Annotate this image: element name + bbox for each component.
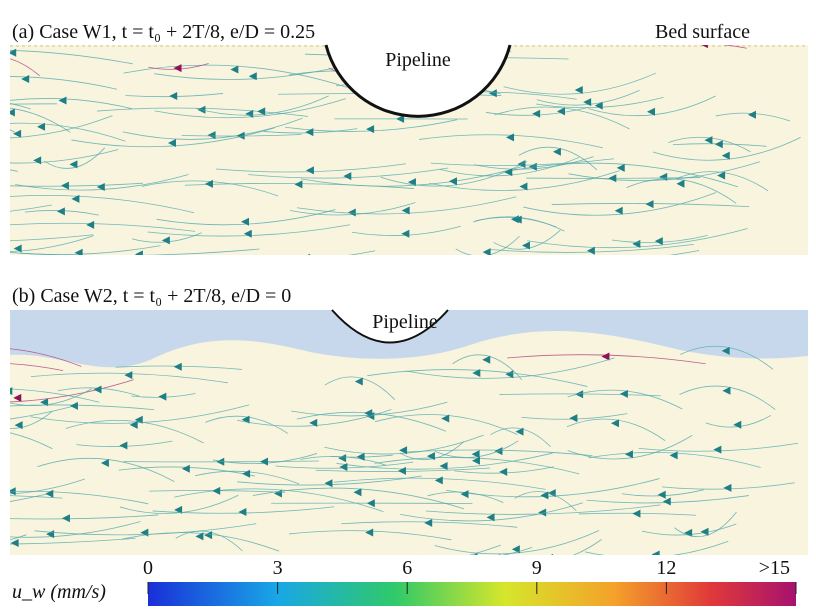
tick-label: 0 bbox=[143, 557, 153, 579]
arrow bbox=[578, 257, 586, 265]
arrow bbox=[0, 360, 4, 368]
arrow bbox=[0, 347, 8, 355]
streamline bbox=[0, 221, 10, 235]
colorbar bbox=[148, 582, 796, 606]
label: Bed surface bbox=[655, 21, 750, 43]
arrow bbox=[545, 554, 553, 562]
arrow bbox=[0, 56, 5, 64]
panel-title: (b) Case W2, t = t₀ + 2T/8, e/D = 0 bbox=[12, 285, 291, 307]
tick-label: 6 bbox=[402, 557, 412, 579]
label: Pipeline bbox=[372, 311, 438, 333]
colorbar-label: u_w (mm/s) bbox=[12, 581, 106, 603]
panel-title: (a) Case W1, t = t₀ + 2T/8, e/D = 0.25 bbox=[12, 21, 315, 43]
tick-label: >15 bbox=[759, 557, 790, 579]
tick-label: 12 bbox=[656, 557, 676, 579]
tick-label: 9 bbox=[532, 557, 542, 579]
tick-label: 3 bbox=[273, 557, 283, 579]
arrow bbox=[4, 387, 12, 395]
label: Pipeline bbox=[385, 49, 451, 71]
